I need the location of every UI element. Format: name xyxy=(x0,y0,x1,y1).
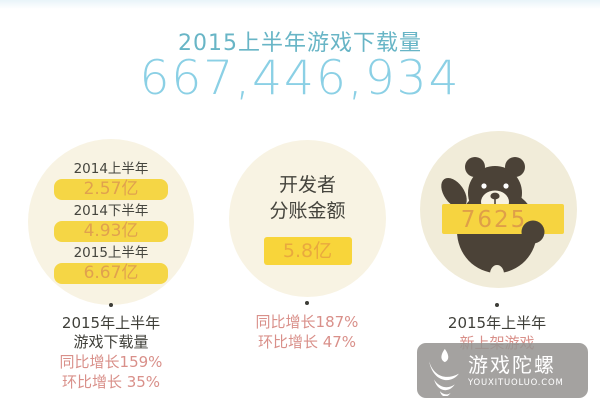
yoy-growth-text: 同比增长187% xyxy=(255,313,359,331)
watermark-brand: 游戏陀螺 xyxy=(468,352,556,377)
bear-mascot-icon: 7625 xyxy=(441,157,564,283)
bullet-dot-icon xyxy=(305,301,309,305)
total-downloads-number: 667,446,934 xyxy=(139,51,461,106)
revenue-circle: 开发者 分账金额 5.8亿 xyxy=(229,140,386,297)
caption-line: 游戏下载量 xyxy=(73,333,149,351)
gyro-logo-icon xyxy=(429,348,459,396)
top-fade-band xyxy=(0,0,600,9)
downloads-caption: 2015年上半年 游戏下载量 同比增长159% 环比增长 35% xyxy=(31,303,191,392)
stat-label: 2015上半年 xyxy=(73,245,149,261)
revenue-caption: 同比增长187% 环比增长 47% xyxy=(227,301,387,352)
qoq-growth-text: 环比增长 47% xyxy=(257,333,357,351)
page-title: 2015上半年游戏下载量 xyxy=(178,31,422,56)
qoq-growth-text: 环比增长 35% xyxy=(61,373,161,391)
stat-label: 2014上半年 xyxy=(73,161,149,177)
bullet-dot-icon xyxy=(109,303,113,307)
watermark-domain: YOUXITUOLUO.COM xyxy=(468,377,564,388)
stat-value-pill: 6.67亿 xyxy=(54,263,168,284)
caption-line: 2015年上半年 xyxy=(447,314,547,332)
new-games-circle: 7625 xyxy=(420,131,577,288)
revenue-value-pill: 5.8亿 xyxy=(263,237,352,265)
stat-value-pill: 2.57亿 xyxy=(54,179,168,200)
revenue-title-line2: 分账金额 xyxy=(269,200,346,222)
downloads-circle: 2014上半年 2.57亿 2014下半年 4.93亿 2015上半年 6.67… xyxy=(28,139,194,305)
yoy-growth-text: 同比增长159% xyxy=(59,353,163,371)
watermark-text-block: 游戏陀螺 YOUXITUOLUO.COM xyxy=(468,354,564,388)
revenue-title-line1: 开发者 xyxy=(278,174,336,196)
bullet-dot-icon xyxy=(495,303,499,307)
new-games-count: 7625 xyxy=(461,207,528,233)
watermark-badge: 游戏陀螺 YOUXITUOLUO.COM xyxy=(417,343,588,398)
stat-label: 2014下半年 xyxy=(73,203,149,219)
stat-value-pill: 4.93亿 xyxy=(54,221,168,242)
caption-line: 2015年上半年 xyxy=(61,314,161,332)
